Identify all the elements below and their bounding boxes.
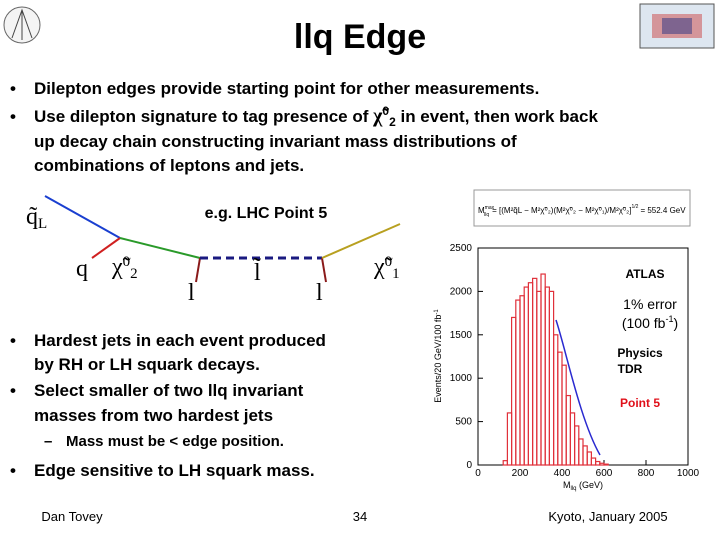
bullet-dot: • [10, 79, 16, 98]
text-run: (100 fb [622, 315, 666, 331]
superscript: 0 [385, 254, 393, 270]
y-tick-label: 500 [455, 417, 472, 428]
particle-label: l [316, 280, 323, 306]
y-tick-label: 2500 [450, 243, 473, 254]
annotation: Point 5 [620, 396, 660, 410]
superscript: 0 [123, 254, 131, 270]
fit-curve [555, 319, 601, 456]
particle-label: q̃L [26, 204, 47, 232]
footer-author: Dan Tovey [41, 509, 103, 524]
bullet-text: Edge sensitive to LH squark mass. [34, 461, 315, 480]
sub-bullet-dash: – [44, 433, 52, 450]
lepton-line [195, 257, 201, 283]
y-tick-label: 1000 [450, 373, 473, 384]
neutralino1-line [321, 223, 401, 259]
x-tick-label: 800 [638, 468, 655, 479]
formula: Mmax llq = [(M²q̃L − M²χ̃⁰₂)(M²χ̃⁰₂ − M²χ̃… [478, 204, 686, 218]
subscript: llq [484, 212, 489, 218]
text-run: M [563, 480, 571, 490]
bullet-text: Hardest jets in each event produced [34, 331, 326, 350]
bullet-text: by RH or LH squark decays. [34, 355, 260, 374]
particle-label: l [188, 280, 195, 306]
bullet-text: combinations of leptons and jets. [34, 156, 304, 175]
x-tick-label: 0 [475, 468, 481, 479]
decay-diagram: e.g. LHC Point 5 q̃L q χ̃02 l l̃ l χ̃01 [26, 195, 401, 306]
bullet-text: Dilepton edges provide starting point fo… [34, 79, 539, 98]
y-axis-label: Events/20 GeV/100 fb-1 [433, 309, 443, 403]
y-tick-label: 0 [466, 460, 472, 471]
bullet-text: Select smaller of two llq invariant [34, 381, 304, 400]
subscript: 2 [389, 115, 396, 129]
squark-line [44, 195, 121, 239]
superscript: 1/2 [631, 204, 638, 210]
slide-title: llq Edge [294, 18, 426, 56]
particle-label: q [76, 256, 88, 282]
neutralino2-line [119, 237, 201, 259]
particle: q̃ [26, 204, 38, 230]
diagram-label: e.g. LHC Point 5 [205, 205, 328, 222]
text-run: (GeV) [577, 480, 604, 490]
subscript: llq [570, 486, 576, 492]
sub-bullet-text: Mass must be < edge position. [66, 433, 284, 450]
x-tick-label: 200 [512, 468, 529, 479]
text-run: Events/20 GeV/100 fb [433, 315, 443, 403]
bullet-text: up decay chain constructing invariant ma… [34, 132, 517, 151]
formula-box: Mmax llq = [(M²q̃L − M²χ̃⁰₂)(M²χ̃⁰₂ − M²χ̃… [473, 189, 691, 227]
bullet-dot: • [10, 381, 16, 400]
text-run: Use dilepton signature to tag presence o… [34, 107, 373, 126]
y-tick-label: 1500 [450, 330, 473, 341]
symbol: M [478, 206, 485, 215]
particle-label: l̃ [253, 257, 261, 286]
formula-result: = 552.4 GeV [640, 206, 686, 215]
superscript: -1 [665, 314, 673, 324]
superscript: 0 [382, 104, 389, 118]
annotation: ATLAS [625, 267, 664, 281]
lepton-line [321, 257, 327, 283]
annotation: 1% error [623, 296, 677, 312]
annotation: Physics [617, 346, 663, 360]
bullet-dot: • [10, 331, 16, 350]
annotation: TDR [618, 362, 643, 376]
x-axis-label: Mllq (GeV) [563, 480, 603, 492]
bullet-text: masses from two hardest jets [34, 406, 273, 425]
formula-body: = [(M²q̃L − M²χ̃⁰₂)(M²χ̃⁰₂ − M²χ̃⁰₁)/M²χ… [492, 206, 631, 215]
subscript: 2 [130, 266, 138, 282]
logo-right [639, 3, 715, 49]
subscript: 1 [392, 266, 400, 282]
logo-left [3, 6, 41, 44]
quark-line [91, 237, 121, 259]
y-tick-label: 2000 [450, 286, 473, 297]
bullet-text: Use dilepton signature to tag presence o… [34, 104, 598, 129]
annotation: (100 fb-1) [622, 314, 678, 331]
x-tick-label: 1000 [677, 468, 700, 479]
histogram-plot: Events/20 GeV/100 fb-1 Mllq (GeV) ATLAS … [433, 243, 700, 492]
page-number: 34 [353, 509, 367, 524]
footer: Dan Tovey 34 Kyoto, January 2005 [41, 509, 667, 524]
subscript: L [38, 216, 47, 232]
text-run: in event, then work back [396, 107, 599, 126]
footer-venue: Kyoto, January 2005 [548, 509, 667, 524]
formula-frame [473, 189, 691, 227]
superscript: max [485, 205, 495, 211]
superscript: -1 [434, 309, 440, 315]
x-tick-label: 400 [554, 468, 571, 479]
histogram-bar [603, 463, 609, 466]
x-tick-label: 600 [596, 468, 613, 479]
bullet-dot: • [10, 107, 16, 126]
bullet-dot: • [10, 461, 16, 480]
text-run: ) [673, 315, 678, 331]
bullets: • Dilepton edges provide starting point … [10, 79, 598, 480]
